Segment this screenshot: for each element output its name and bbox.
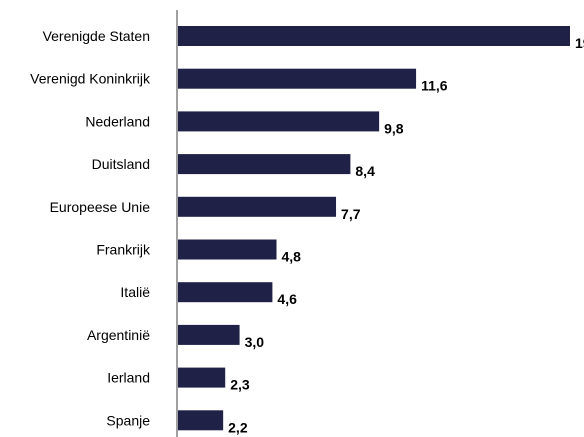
bar bbox=[178, 111, 380, 132]
value-label: 4,8 bbox=[282, 249, 302, 265]
bar bbox=[178, 324, 240, 345]
bar bbox=[178, 367, 226, 388]
category-labels-group: Verenigde Staten Verenigd Koninkrijk Neder… bbox=[30, 28, 151, 428]
category-label: Argentinië bbox=[87, 327, 150, 343]
category-label: Italië bbox=[120, 284, 150, 300]
category-label: Europeese Unie bbox=[50, 199, 151, 215]
value-label: 8,4 bbox=[355, 163, 375, 179]
category-label: Duitsland bbox=[92, 156, 150, 172]
value-label: 19,1 bbox=[575, 35, 584, 51]
bar bbox=[178, 154, 351, 175]
category-label: Verenigde Staten bbox=[43, 28, 150, 44]
category-label: Spanje bbox=[106, 412, 150, 428]
value-label: 11,6 bbox=[421, 78, 448, 94]
value-label: 9,8 bbox=[384, 120, 404, 136]
category-label: Ierland bbox=[107, 370, 150, 386]
value-label: 3,0 bbox=[245, 334, 265, 350]
bar bbox=[178, 68, 417, 89]
bars-group bbox=[178, 26, 570, 431]
bar bbox=[178, 282, 273, 303]
bar bbox=[178, 239, 277, 260]
value-label: 4,6 bbox=[277, 291, 297, 307]
category-label: Nederland bbox=[85, 113, 150, 129]
bar bbox=[178, 410, 224, 431]
bar bbox=[178, 26, 570, 46]
category-label: Frankrijk bbox=[96, 242, 151, 258]
value-label: 2,2 bbox=[228, 419, 248, 435]
value-label: 2,3 bbox=[230, 377, 250, 393]
bar bbox=[178, 196, 337, 217]
value-labels-group: 19,1 11,6 9,8 8,4 7,7 4,8 4,6 3,0 2,3 2,2 bbox=[228, 35, 584, 435]
category-label: Verenigd Koninkrijk bbox=[30, 71, 151, 87]
value-label: 7,7 bbox=[341, 206, 361, 222]
